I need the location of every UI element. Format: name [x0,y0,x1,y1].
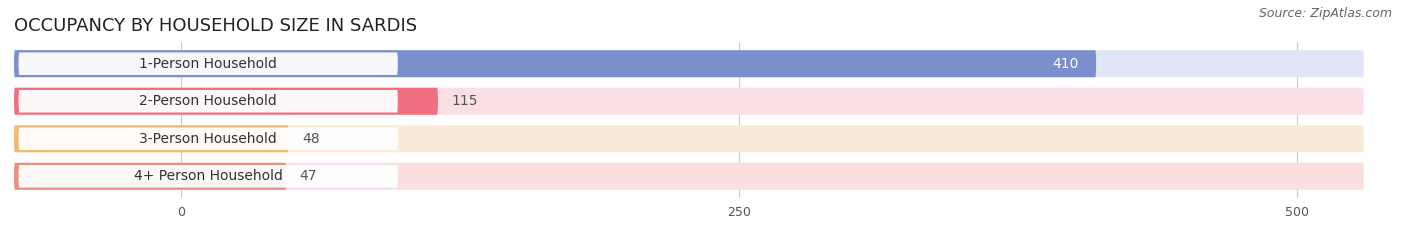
Text: 115: 115 [451,94,478,108]
FancyBboxPatch shape [14,125,288,152]
FancyBboxPatch shape [14,163,1364,190]
FancyBboxPatch shape [18,165,398,188]
FancyBboxPatch shape [18,52,398,75]
Text: 2-Person Household: 2-Person Household [139,94,277,108]
FancyBboxPatch shape [14,163,287,190]
FancyBboxPatch shape [18,90,398,113]
FancyBboxPatch shape [14,88,437,115]
FancyBboxPatch shape [14,88,1364,115]
FancyBboxPatch shape [14,50,1097,77]
Text: 48: 48 [302,132,319,146]
FancyBboxPatch shape [18,127,398,150]
Text: 47: 47 [299,169,318,183]
FancyBboxPatch shape [14,50,1364,77]
Text: Source: ZipAtlas.com: Source: ZipAtlas.com [1258,7,1392,20]
Text: 1-Person Household: 1-Person Household [139,57,277,71]
Text: 3-Person Household: 3-Person Household [139,132,277,146]
Text: 410: 410 [1052,57,1078,71]
Text: 4+ Person Household: 4+ Person Household [134,169,283,183]
Text: OCCUPANCY BY HOUSEHOLD SIZE IN SARDIS: OCCUPANCY BY HOUSEHOLD SIZE IN SARDIS [14,17,418,35]
FancyBboxPatch shape [14,125,1364,152]
